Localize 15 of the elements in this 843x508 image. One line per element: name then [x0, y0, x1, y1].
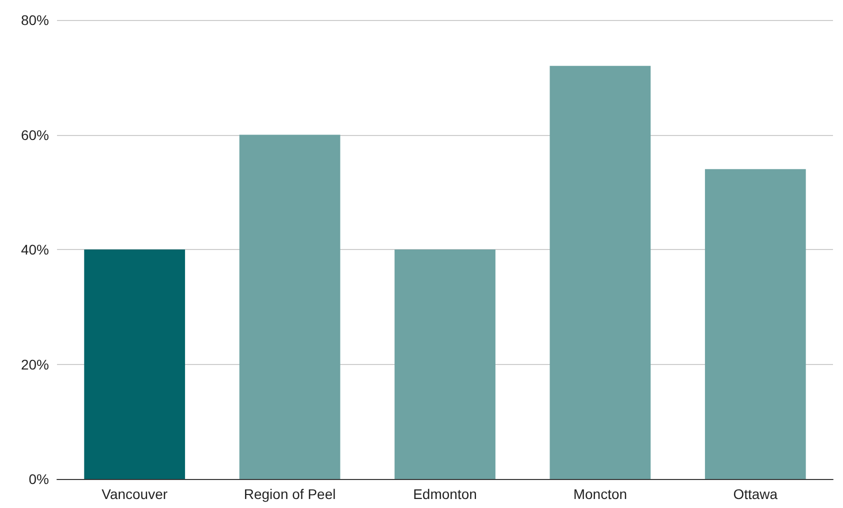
- y-tick-label: 80%: [20, 12, 49, 28]
- y-tick-label: 40%: [20, 242, 49, 258]
- x-tick-label: Ottawa: [733, 486, 778, 502]
- bar: [394, 250, 496, 479]
- x-tick-label: Vancouver: [102, 486, 168, 502]
- y-tick-label: 20%: [20, 356, 49, 372]
- x-tick-label: Edmonton: [413, 486, 477, 502]
- y-tick-label: 0%: [28, 471, 49, 487]
- bar: [704, 169, 806, 479]
- x-tick-label: Region of Peel: [244, 486, 336, 502]
- y-tick-label: 60%: [20, 126, 49, 143]
- bar: [550, 66, 651, 479]
- bar: [239, 134, 340, 479]
- bar: [84, 250, 186, 479]
- x-tick-label: Moncton: [573, 486, 628, 502]
